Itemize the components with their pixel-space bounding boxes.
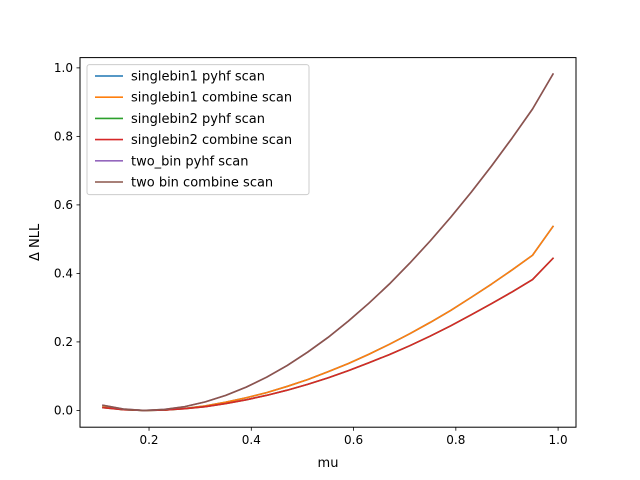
y-tick-label: 0.0 (54, 404, 73, 418)
plot-lines (102, 72, 555, 412)
legend-box (86, 64, 310, 196)
legend-label-3: singlebin2 pyhf scan (131, 112, 265, 127)
x-axis-label: mu (318, 456, 339, 471)
legend-label-2: singlebin1 combine scan (131, 91, 292, 106)
x-tick-label: 0.8 (446, 433, 465, 447)
series-line-4 (102, 257, 555, 412)
legend-label-6: two bin combine scan (131, 176, 273, 191)
y-axis-ticks: 0.0 0.2 0.4 0.6 0.8 1.0 (54, 61, 80, 418)
y-tick-label: 0.6 (54, 198, 73, 212)
x-tick-label: 1.0 (549, 433, 568, 447)
legend: singlebin1 pyhf scan singlebin1 combine s… (86, 64, 310, 196)
x-tick-label: 0.6 (344, 433, 363, 447)
series-line-6 (102, 72, 555, 412)
legend-label-1: singlebin1 pyhf scan (131, 70, 265, 85)
plot-frame (79, 57, 577, 428)
x-tick-label: 0.2 (139, 433, 158, 447)
x-axis-ticks: 0.2 0.4 0.6 0.8 1.0 (139, 427, 568, 447)
legend-label-5: two_bin pyhf scan (131, 154, 248, 169)
y-tick-label: 1.0 (54, 61, 73, 75)
legend-label-4: singlebin2 combine scan (131, 133, 292, 148)
y-tick-label: 0.2 (54, 335, 73, 349)
x-tick-label: 0.4 (242, 433, 261, 447)
y-axis-label: Δ NLL (28, 223, 43, 261)
y-tick-label: 0.4 (54, 267, 73, 281)
y-tick-label: 0.8 (54, 130, 73, 144)
